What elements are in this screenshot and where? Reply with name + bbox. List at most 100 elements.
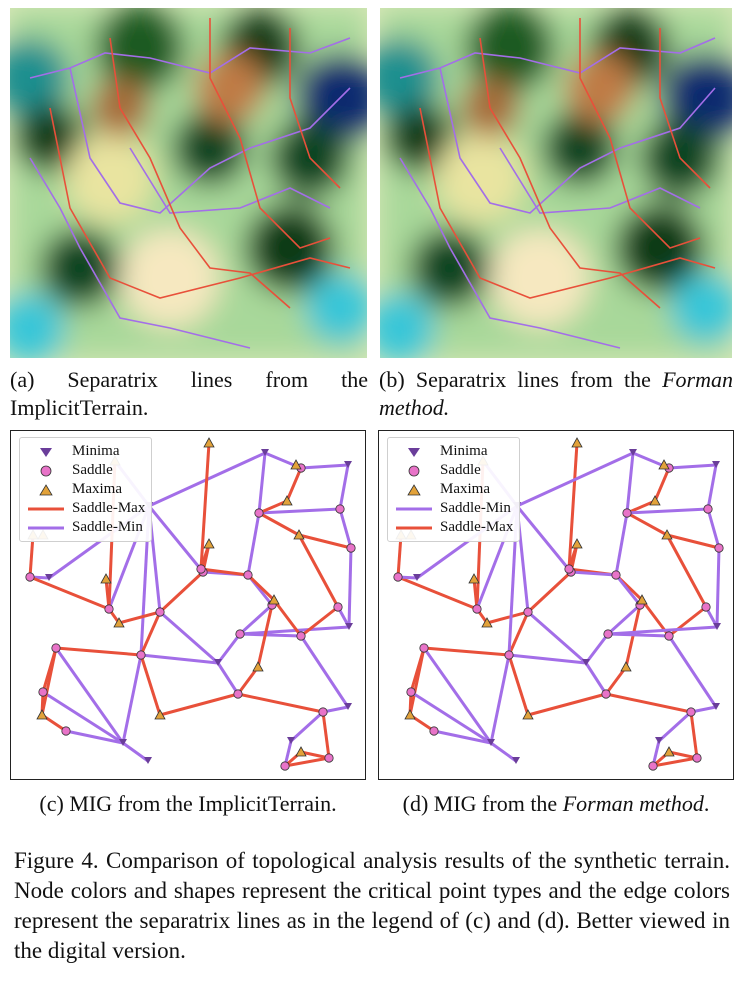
separatrix-plot-b	[380, 8, 732, 358]
mig-d-saddle-max-edge	[668, 605, 707, 638]
mig-d-saddle-max-edge	[472, 578, 479, 610]
mig-d-minima-node	[512, 757, 520, 764]
mig-c-saddle-max-edge	[298, 533, 352, 550]
mig-d-saddle-node	[564, 564, 574, 574]
legend-d-maxima-marker	[407, 483, 421, 495]
mig-c-saddle-min-edge	[42, 690, 124, 745]
mig-d-saddle-max-edge	[527, 692, 607, 717]
mig-c-saddle-max-edge	[139, 654, 162, 716]
mig-d-minima-node	[712, 703, 720, 710]
mig-d-saddle-max-edge	[526, 570, 573, 614]
mig-c-minima-node	[144, 757, 152, 764]
mig-d-saddle-node	[393, 572, 403, 582]
caption-c: (c) MIG from the ImplicitTerrain.	[10, 790, 366, 818]
mig-c-saddle-node	[335, 504, 345, 514]
mig-c-saddle-max-edge	[300, 750, 330, 760]
mig-c-maxima-node	[290, 459, 302, 470]
mig-d-saddle-min-edge	[715, 547, 721, 628]
legend-d: Minima Saddle Maxima Saddle-Min Saddle-M…	[387, 437, 521, 542]
terrain-panel-a	[10, 8, 367, 358]
mig-c-saddle-max-edge	[237, 692, 324, 714]
mig-d-maxima-node	[663, 746, 675, 757]
mig-d-minima-node	[712, 461, 720, 468]
mig-c-saddle-max-edge	[285, 467, 303, 502]
mig-c-saddle-max-edge	[258, 511, 300, 537]
mig-d-maxima-node	[661, 529, 673, 540]
mig-c-saddle-max-edge	[321, 711, 331, 759]
mig-d-saddle-node	[406, 687, 416, 697]
mig-c-saddle-node	[333, 602, 343, 612]
mig-c-saddle-min-edge	[65, 729, 124, 745]
mig-c-saddle-node	[155, 607, 165, 617]
mig-c-saddle-node	[296, 631, 306, 641]
mig-d-saddle-max-edge	[507, 611, 530, 656]
mig-c-saddle-min-edge	[122, 741, 149, 763]
mig-d-saddle-min-edge	[614, 574, 642, 606]
mig-c-minima-node	[287, 737, 295, 744]
mig-d-saddle-node	[622, 508, 632, 518]
mig-c-saddle-node	[51, 643, 61, 653]
caption-c-text: (c) MIG from the ImplicitTerrain.	[39, 791, 337, 816]
mig-c-saddle-max-edge	[159, 692, 239, 717]
mig-c-saddle-max-edge	[199, 442, 211, 570]
legend-c-saddle: Saddle	[72, 462, 113, 478]
mig-d-maxima-node	[658, 459, 670, 470]
mig-d-saddle-node	[703, 504, 713, 514]
mig-c-saddle-max-edge	[236, 666, 260, 695]
mig-c-saddle-max-edge	[104, 578, 111, 610]
mig-c-maxima-node	[113, 617, 125, 628]
mig-c-saddle-max-edge	[300, 605, 339, 638]
mig-c-maxima-node	[268, 594, 280, 605]
mig-c-saddle-min-edge	[299, 635, 350, 708]
mig-c-maxima-node	[295, 746, 307, 757]
mig-d-saddle-min-edge	[490, 741, 517, 763]
legend-c-saddle-min: Saddle-Min	[72, 519, 143, 535]
caption-d-method: Forman method	[562, 791, 704, 816]
mig-d-saddle-min-edge	[516, 451, 634, 508]
mig-c-saddle-max-edge	[158, 570, 205, 614]
mig-d-saddle-max-edge	[567, 442, 579, 570]
mig-c-saddle-min-edge	[121, 654, 143, 744]
mig-d-saddle-min-edge	[706, 464, 718, 510]
separatrix-plot-a	[10, 8, 367, 358]
caption-d-post: .	[703, 791, 710, 816]
mig-c-minima-node	[344, 703, 352, 710]
terrain-panel-b	[380, 8, 732, 358]
mig-c-saddle-node	[38, 687, 48, 697]
caption-b: (b) Separatrix lines from the Forman met…	[379, 366, 733, 422]
mig-c-maxima-node	[203, 437, 215, 448]
mig-c-saddle-min-edge	[216, 662, 240, 695]
mig-c-saddle-min-edge	[338, 508, 353, 549]
mig-d-saddle-max-edge	[507, 654, 530, 716]
mig-c-saddle-node	[25, 572, 35, 582]
mig-d-maxima-node	[571, 437, 583, 448]
caption-d-pre: (d) MIG from the	[402, 791, 563, 816]
mig-d-saddle-node	[419, 643, 429, 653]
mig-d-saddle-min-edge	[527, 610, 587, 665]
mig-d-saddle-min-edge	[667, 635, 718, 708]
mig-c-saddle-max-edge	[200, 567, 249, 577]
mig-d-minima-node	[655, 737, 663, 744]
mig-d-saddle-max-edge	[409, 647, 426, 693]
mig-c-minima-node	[345, 623, 353, 630]
mig-d-saddle-max-edge	[397, 575, 478, 611]
mig-d-saddle-min-edge	[410, 690, 492, 745]
mig-c-saddle-node	[254, 508, 264, 518]
mig-c-saddle-max-edge	[41, 647, 58, 693]
caption-b-label: (b)	[379, 367, 405, 392]
mig-c-minima-node	[45, 574, 53, 581]
mig-graph-c	[25, 437, 356, 771]
mig-c-saddle-node	[196, 564, 206, 574]
mig-c-saddle-min-edge	[239, 625, 350, 636]
mig-d-saddle-node	[603, 629, 613, 639]
mig-d-saddle-node	[523, 607, 533, 617]
mig-d-saddle-max-edge	[653, 467, 671, 502]
legend-c: Minima Saddle Maxima Saddle-Max Saddle-M…	[19, 437, 153, 542]
mig-d-saddle-min-edge	[614, 512, 629, 576]
mig-d-saddle-min-edge	[606, 603, 642, 636]
mig-c-maxima-node	[281, 495, 293, 506]
mig-d-saddle-node	[686, 707, 696, 717]
mig-c-saddle-max-edge	[272, 599, 303, 637]
mig-d-saddle-max-edge	[666, 533, 720, 550]
mig-d-maxima-node	[468, 573, 480, 584]
